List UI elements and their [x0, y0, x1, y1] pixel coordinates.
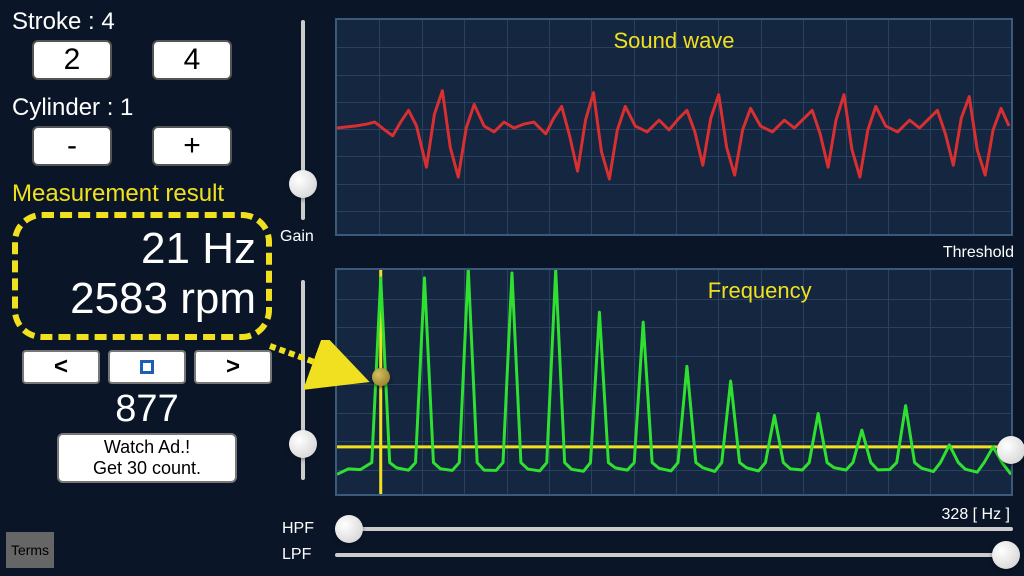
result-box: 21 Hz 2583 rpm — [12, 212, 272, 340]
frequency-chart: Frequency — [335, 268, 1013, 496]
threshold-label: Threshold — [943, 244, 1014, 262]
hpf-label: HPF — [282, 520, 314, 538]
frequency-title: Frequency — [708, 278, 812, 304]
hpf-slider[interactable] — [335, 520, 1013, 538]
sound-wave-title: Sound wave — [613, 28, 734, 54]
cylinder-minus-button[interactable]: - — [32, 126, 112, 166]
threshold-slider[interactable] — [294, 280, 312, 480]
lpf-label: LPF — [282, 546, 311, 564]
stop-button[interactable] — [108, 350, 186, 384]
prev-button[interactable]: < — [22, 350, 100, 384]
stroke-4-button[interactable]: 4 — [152, 40, 232, 80]
ad-line2: Get 30 count. — [93, 458, 201, 479]
stop-icon — [140, 360, 154, 374]
result-hz: 21 Hz — [28, 224, 256, 274]
counter-display: 877 — [12, 388, 282, 431]
cylinder-label: Cylinder : 1 — [12, 94, 282, 122]
frequency-marker-dot[interactable] — [372, 368, 390, 386]
watch-ad-button[interactable]: Watch Ad.! Get 30 count. — [57, 433, 237, 483]
ad-line1: Watch Ad.! — [104, 437, 190, 458]
sound-wave-chart: Sound wave — [335, 18, 1013, 236]
result-title: Measurement result — [12, 180, 282, 208]
gain-slider[interactable] — [294, 20, 312, 220]
result-rpm: 2583 rpm — [28, 274, 256, 324]
stroke-2-button[interactable]: 2 — [32, 40, 112, 80]
stroke-label: Stroke : 4 — [12, 8, 282, 36]
chart-threshold-thumb[interactable] — [997, 436, 1024, 464]
lpf-slider[interactable] — [335, 546, 1013, 564]
next-button[interactable]: > — [194, 350, 272, 384]
gain-label: Gain — [280, 228, 314, 246]
cylinder-plus-button[interactable]: + — [152, 126, 232, 166]
terms-button[interactable]: Terms — [6, 532, 54, 568]
